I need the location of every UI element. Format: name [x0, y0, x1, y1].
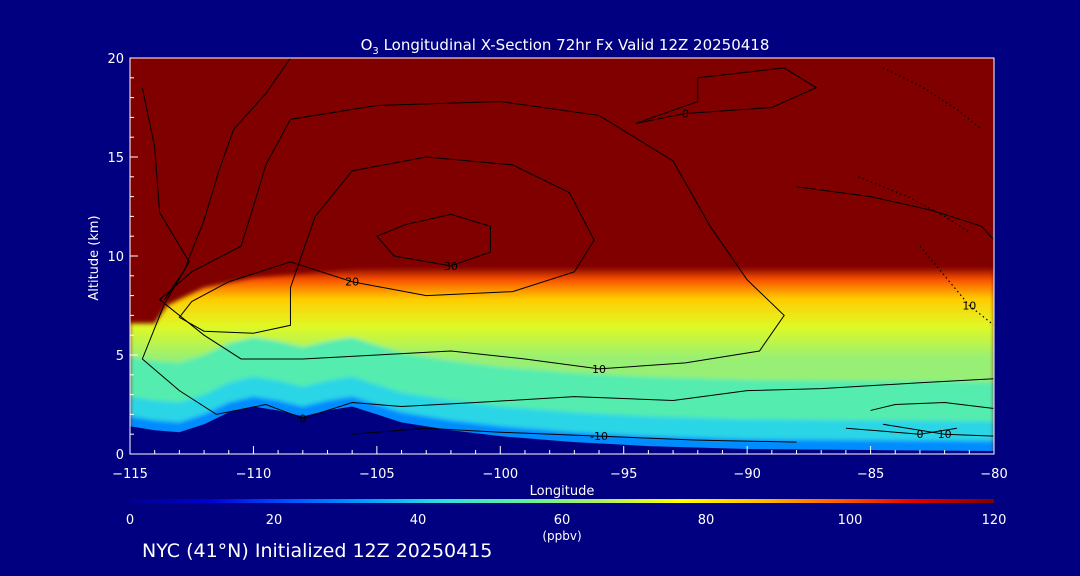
y-axis: 0 5 10 15 20 — [107, 52, 138, 463]
contour-6 — [352, 427, 797, 443]
colorbar-tick-label: 80 — [698, 513, 715, 528]
colorbar-tick-label: 0 — [126, 513, 134, 528]
dotted-contour-2 — [919, 245, 994, 326]
troposphere-layers — [130, 228, 994, 454]
contour-lines: 30 20 10 0 -10 10 0 0 10 — [141, 58, 994, 443]
contour-label: 20 — [345, 276, 359, 289]
x-axis: −115 −110 −105 −100 −95 −90 −85 −80 — [112, 446, 1008, 482]
x-tick-label: −90 — [733, 467, 760, 482]
title-rest: Longitudinal X-Section 72hr Fx Valid 12Z… — [379, 36, 770, 54]
contour-5 — [870, 402, 994, 411]
contour-label: 0 — [299, 412, 306, 425]
contour-7 — [882, 423, 994, 437]
colorbar — [130, 499, 994, 503]
x-tick-label: −100 — [482, 467, 518, 482]
terrain-mask — [130, 406, 994, 454]
colorbar-ticks: 0 20 40 60 80 100 120 — [126, 513, 1007, 528]
contour-label: 10 — [938, 428, 952, 441]
colorbar-tick-label: 20 — [266, 513, 283, 528]
title-o: O — [361, 36, 373, 54]
title-subscript: 3 — [372, 46, 378, 57]
x-tick-label: −115 — [112, 467, 148, 482]
contour-3 — [141, 87, 994, 419]
contour-0 — [376, 213, 491, 267]
colorbar-unit-label: (ppbv) — [542, 529, 581, 543]
colorbar-tick-label: 120 — [982, 513, 1007, 528]
y-tick-label: 20 — [107, 52, 124, 67]
x-tick-label: −110 — [236, 467, 272, 482]
colorbar-tick-label: 40 — [410, 513, 427, 528]
colorbar-tick-label: 60 — [554, 513, 571, 528]
dotted-contour-0 — [882, 67, 983, 130]
contour-8 — [845, 427, 958, 435]
plot-area — [130, 58, 994, 454]
x-tick-label: −105 — [359, 467, 395, 482]
y-tick-label: 10 — [107, 250, 124, 265]
contour-label: 0 — [682, 107, 689, 120]
colorbar-tick-label: 100 — [838, 513, 863, 528]
contour-1 — [178, 156, 595, 334]
contour-label: 30 — [444, 260, 458, 273]
y-tick-label: 15 — [107, 151, 124, 166]
x-tick-label: −95 — [610, 467, 637, 482]
initialization-info: NYC (41°N) Initialized 12Z 20250415 — [142, 540, 493, 562]
y-tick-label: 0 — [116, 448, 124, 463]
chart-title: O3 Longitudinal X-Section 72hr Fx Valid … — [361, 36, 770, 57]
contour-label: 10 — [592, 363, 606, 376]
contour-4 — [164, 58, 291, 300]
contour-label: -10 — [590, 430, 608, 443]
contour-9 — [635, 67, 818, 124]
y-axis-label: Altitude (km) — [87, 215, 102, 300]
contour-label: 0 — [916, 428, 923, 441]
x-tick-label: −80 — [980, 467, 1007, 482]
x-tick-label: −85 — [857, 467, 884, 482]
y-tick-label: 5 — [116, 349, 124, 364]
x-axis-label: Longitude — [530, 484, 595, 499]
contour-label: 10 — [962, 300, 976, 313]
